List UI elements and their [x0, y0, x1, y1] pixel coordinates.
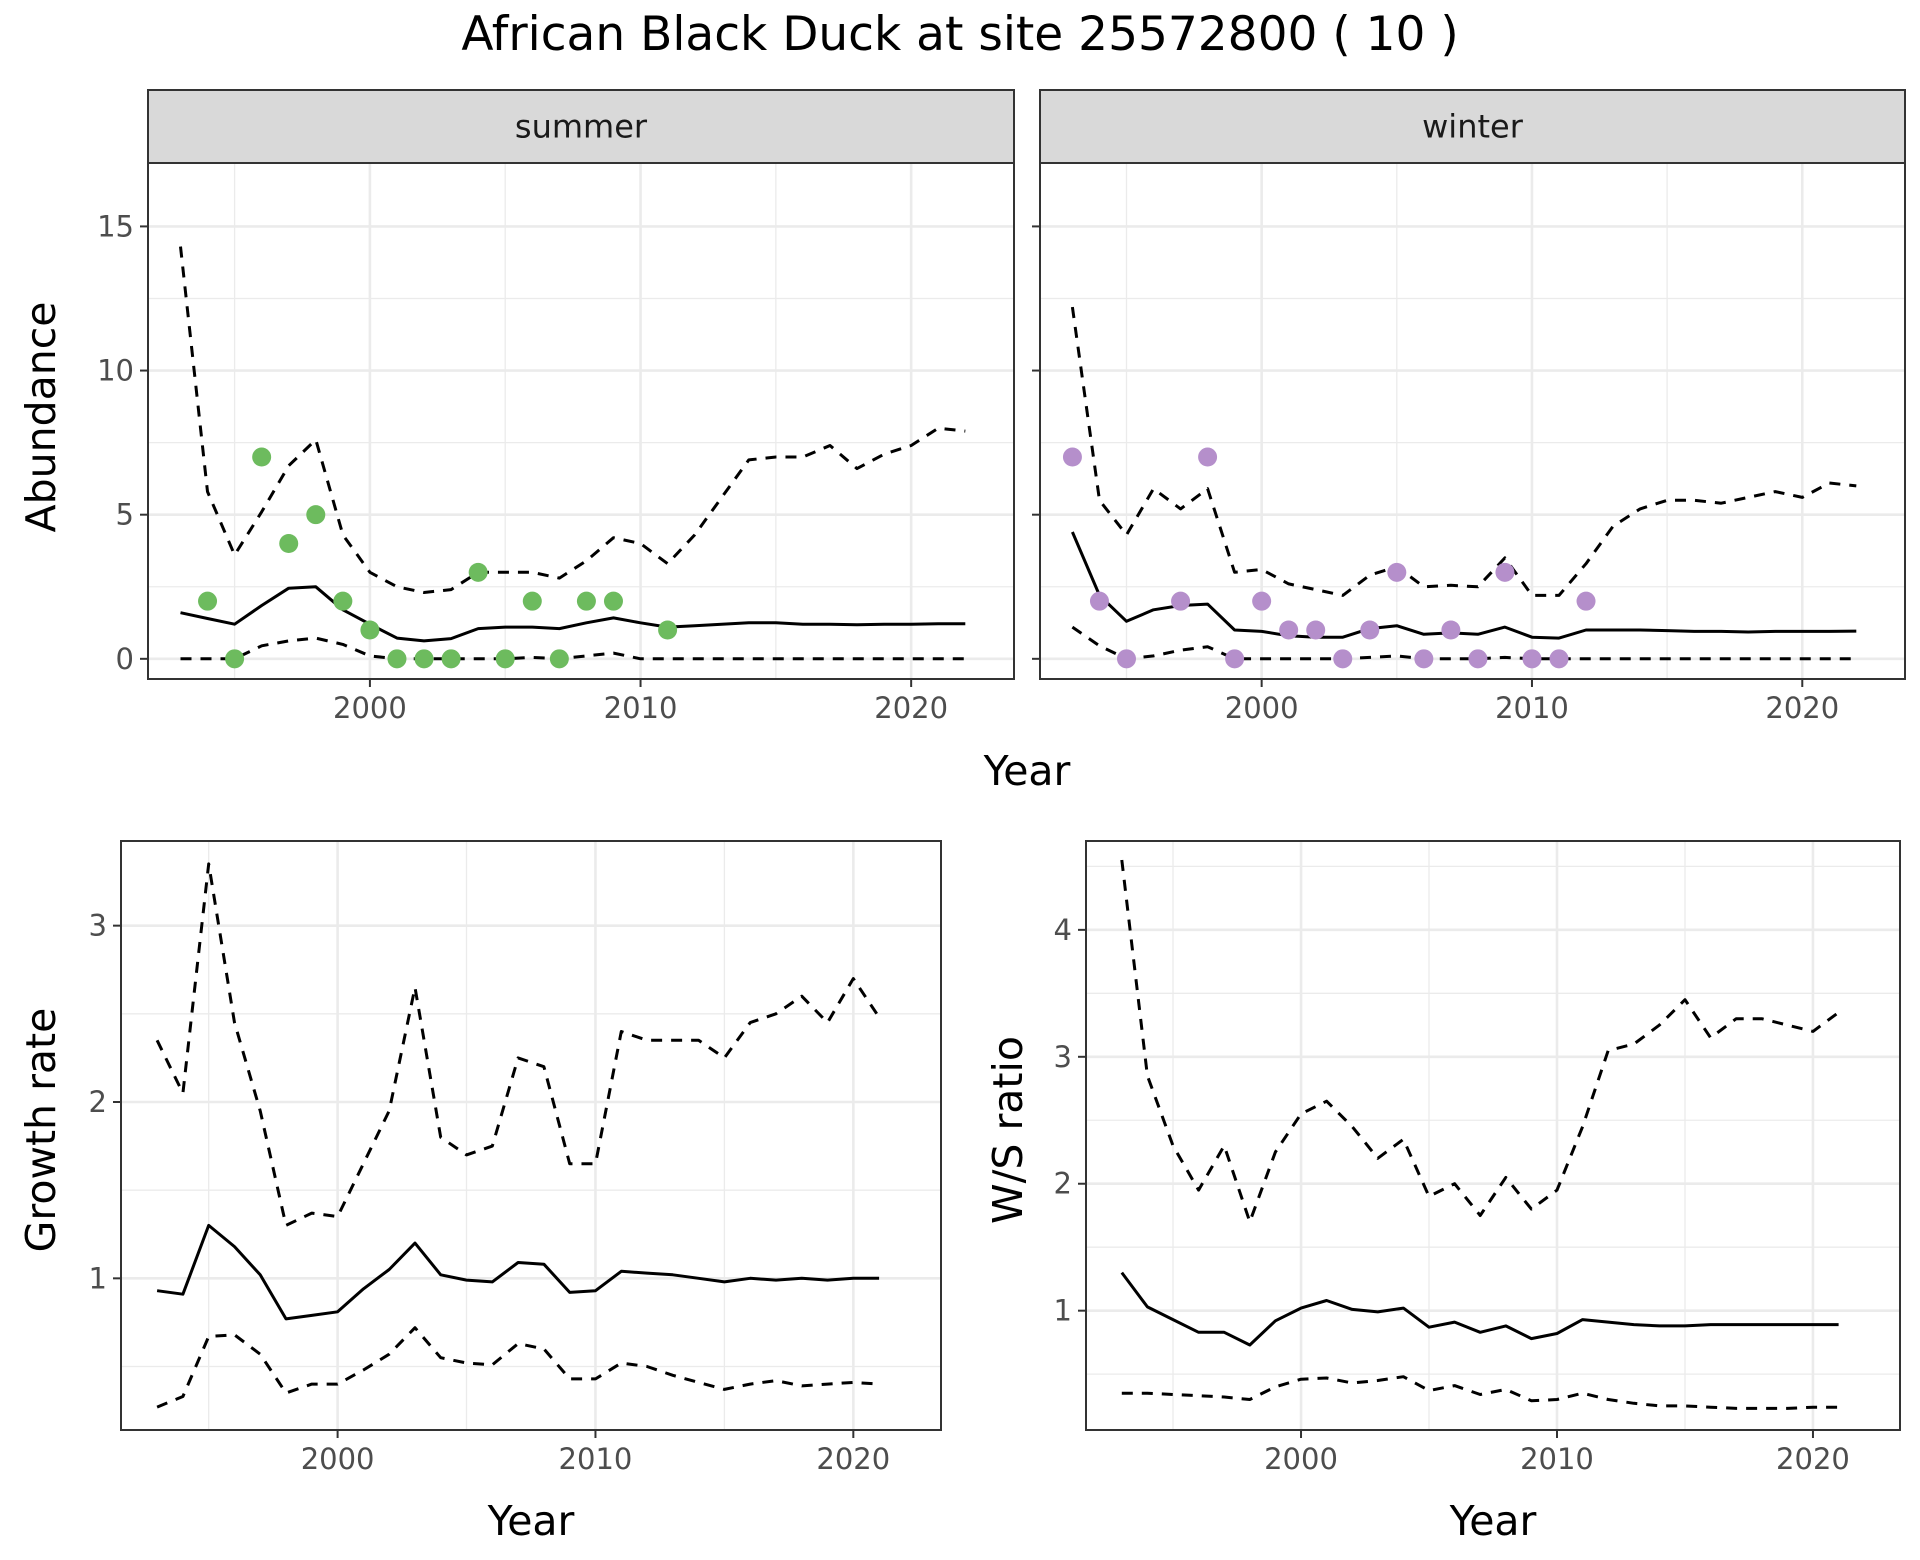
data-point: [306, 505, 326, 525]
x-tick-label: 2020: [816, 1442, 890, 1476]
panel-summer: summer 2000 2010 2020 0 5 10 15: [97, 89, 1015, 725]
data-point: [522, 591, 542, 611]
y-axis-title-growth: Growth rate: [17, 1008, 65, 1253]
data-point: [549, 649, 569, 669]
panel-border: [147, 162, 1015, 680]
x-tick-label: 2010: [1495, 691, 1569, 725]
x-tick-label: 2020: [1765, 691, 1839, 725]
data-point: [198, 591, 218, 611]
x-axis-title-ws-ratio: Year: [1449, 1497, 1537, 1545]
data-point: [1306, 620, 1326, 640]
data-point: [414, 649, 434, 669]
series-line-upper-bound: [155, 862, 881, 1227]
data-point: [576, 591, 596, 611]
data-point: [1279, 620, 1299, 640]
data-point: [1522, 649, 1542, 669]
data-point: [1198, 447, 1218, 467]
data-point: [1495, 562, 1515, 582]
panel-growth-rate: 2000 2010 2020 1 2 3: [89, 840, 942, 1476]
data-point: [603, 591, 623, 611]
data-point: [1062, 447, 1082, 467]
y-tick-label: 1: [1054, 1294, 1072, 1328]
series-line-lower-bound: [1071, 625, 1857, 661]
series-line-estimate: [1071, 531, 1857, 640]
panel-border: [1085, 840, 1901, 1431]
data-point: [279, 534, 299, 554]
y-tick-label: 1: [89, 1261, 107, 1295]
data-point: [360, 620, 380, 640]
data-point: [1441, 620, 1461, 640]
plot-background: [121, 841, 941, 1430]
x-tick-label: 2010: [604, 691, 678, 725]
series-line-upper-bound: [1070, 306, 1857, 597]
facet-strip-label: summer: [515, 108, 648, 146]
x-tick-label: 2020: [1776, 1442, 1850, 1476]
y-tick-label: 10: [97, 354, 134, 388]
data-point: [1089, 591, 1109, 611]
data-point: [441, 649, 461, 669]
data-point: [658, 620, 678, 640]
y-axis-title-ws-ratio: W/S ratio: [984, 1036, 1032, 1224]
series-line-lower-bound: [156, 1326, 880, 1409]
series-line-estimate: [1120, 1271, 1839, 1347]
facet-strip: [1039, 89, 1906, 164]
x-tick-label: 2000: [333, 691, 407, 725]
y-tick-label: 0: [116, 642, 134, 676]
panel-border: [1039, 162, 1906, 680]
panel-ws-ratio: 2000 2010 2020 1 2 3 4: [1054, 840, 1901, 1476]
panel-winter: winter 2000 2010 2020: [1032, 89, 1906, 725]
series-line-estimate: [156, 1223, 880, 1321]
panel-border: [120, 840, 942, 1431]
y-tick-label: 3: [89, 909, 107, 943]
data-point: [1576, 591, 1596, 611]
x-tick-label: 2000: [1264, 1442, 1338, 1476]
x-tick-label: 2000: [1225, 691, 1299, 725]
data-point: [387, 649, 407, 669]
data-point: [468, 562, 488, 582]
data-point: [1468, 649, 1488, 669]
y-tick-label: 5: [116, 498, 134, 532]
data-point: [495, 649, 515, 669]
chart-title: African Black Duck at site 25572800 ( 10…: [461, 7, 1458, 62]
series-line-upper-bound: [1120, 859, 1840, 1224]
data-point: [1549, 649, 1569, 669]
plot-background: [148, 163, 1014, 679]
x-tick-label: 2010: [1520, 1442, 1594, 1476]
y-axis-title-abundance: Abundance: [17, 302, 65, 533]
data-point: [1171, 591, 1191, 611]
y-tick-label: 2: [1054, 1167, 1072, 1201]
data-point: [1252, 591, 1272, 611]
y-tick-label: 2: [89, 1085, 107, 1119]
y-tick-label: 4: [1054, 913, 1072, 947]
series-line-lower-bound: [1121, 1375, 1839, 1410]
data-point: [333, 591, 353, 611]
x-axis-title-growth: Year: [487, 1497, 575, 1545]
data-point: [1333, 649, 1353, 669]
x-tick-label: 2000: [301, 1442, 375, 1476]
x-tick-label: 2020: [874, 691, 948, 725]
data-point: [225, 649, 245, 669]
y-tick-label: 15: [97, 209, 134, 243]
series-line-lower-bound: [180, 636, 966, 661]
x-tick-label: 2010: [559, 1442, 633, 1476]
data-point: [1387, 562, 1407, 582]
y-tick-label: 3: [1054, 1040, 1072, 1074]
data-point: [1414, 649, 1434, 669]
facet-strip: [147, 89, 1015, 164]
plot-background: [1040, 163, 1905, 679]
series-line-estimate: [180, 585, 966, 643]
data-point: [1117, 649, 1136, 669]
x-axis-title-abundance: Year: [983, 747, 1071, 795]
data-point: [1360, 620, 1380, 640]
data-point: [1225, 649, 1245, 669]
data-point: [252, 447, 272, 467]
facet-strip-label: winter: [1422, 108, 1524, 146]
